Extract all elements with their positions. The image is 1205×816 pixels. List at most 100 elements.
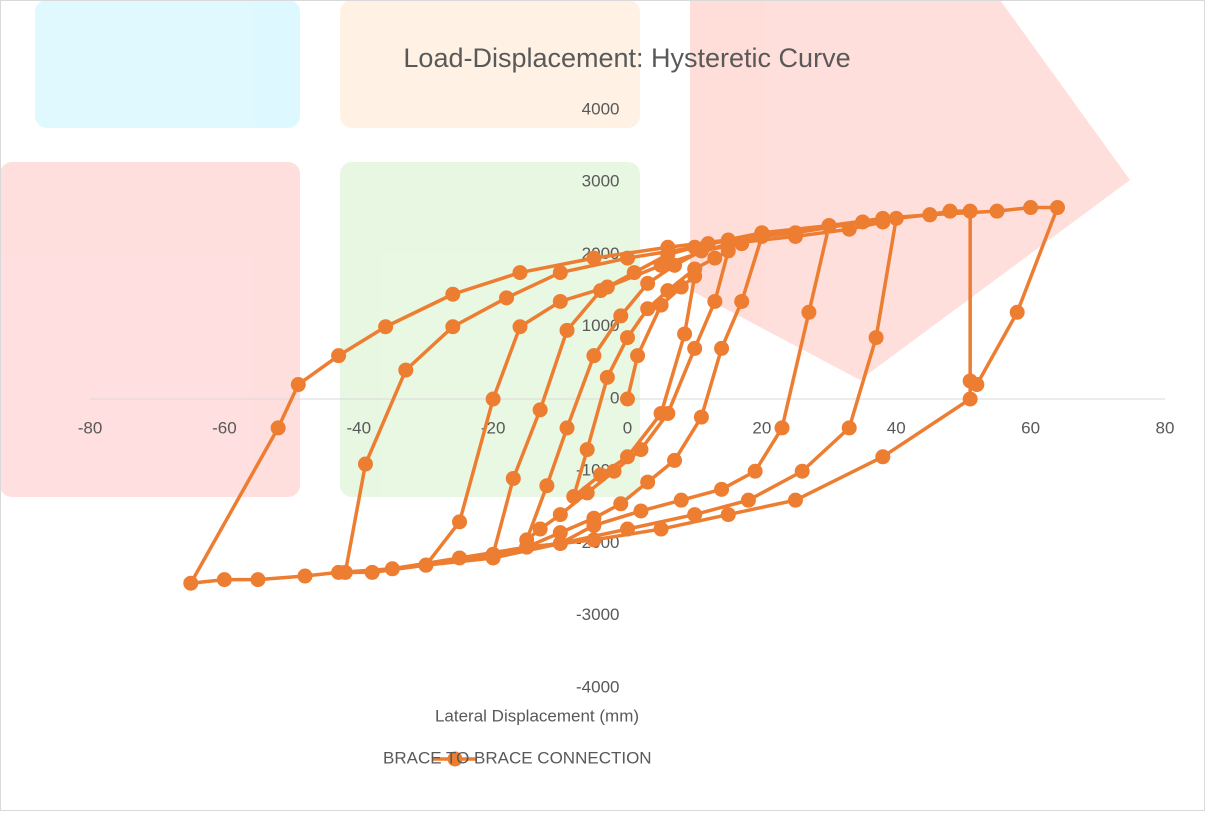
x-axis-title: Lateral Displacement (mm) [435, 706, 639, 725]
data-point [707, 293, 723, 309]
data-point [620, 449, 635, 465]
x-tick-label: -60 [212, 418, 237, 437]
data-point [599, 279, 615, 295]
data-point [331, 564, 347, 580]
legend-marker [447, 751, 463, 767]
x-tick-label: -80 [78, 418, 103, 437]
data-point [566, 489, 582, 505]
data-point [290, 377, 306, 393]
data-point [539, 478, 555, 494]
data-point [445, 319, 461, 335]
data-point [774, 420, 790, 436]
data-point [552, 536, 568, 551]
data-point [519, 539, 535, 555]
data-point [962, 391, 978, 407]
data-point [677, 326, 693, 342]
y-tick-label: 4000 [582, 99, 620, 118]
data-point [505, 470, 521, 486]
data-point [660, 239, 676, 255]
data-point [875, 210, 891, 226]
data-point [552, 507, 568, 523]
data-point [364, 564, 380, 580]
data-point [1050, 200, 1065, 216]
data-point [512, 319, 528, 335]
data-point [667, 452, 683, 468]
data-point [579, 485, 595, 501]
data-point [485, 546, 501, 562]
data-point [445, 286, 461, 302]
data-point [747, 463, 763, 479]
data-point [485, 391, 501, 407]
data-point [270, 420, 286, 436]
data-point [378, 319, 394, 335]
data-point [962, 203, 978, 219]
data-point [357, 456, 373, 472]
data-point [297, 568, 313, 584]
data-point [452, 514, 468, 530]
data-point [532, 402, 548, 418]
data-point [640, 474, 656, 490]
data-point [586, 532, 602, 548]
data-point [673, 279, 689, 295]
data-point [620, 250, 635, 266]
chart-title: Load-Displacement: Hysteretic Curve [403, 43, 850, 73]
data-point [586, 348, 602, 364]
data-point [630, 348, 646, 364]
data-point [969, 377, 985, 393]
data-point [552, 293, 568, 309]
data-point [687, 261, 703, 277]
data-point [653, 521, 669, 537]
data-point [922, 207, 938, 223]
data-point [626, 265, 642, 281]
watermark [0, 0, 1130, 497]
data-point [640, 301, 656, 317]
data-point [183, 575, 199, 591]
data-point [989, 203, 1005, 219]
data-point [586, 517, 602, 533]
data-point [1023, 200, 1039, 216]
data-point [599, 369, 615, 385]
data-point [787, 492, 803, 508]
data-point [855, 214, 871, 230]
data-point [579, 442, 595, 458]
data-point [1009, 304, 1025, 320]
x-tick-label: 20 [752, 418, 771, 437]
x-tick-label: -40 [346, 418, 371, 437]
data-point [868, 330, 884, 346]
data-point [640, 275, 656, 291]
data-point [384, 561, 400, 577]
data-point [552, 265, 568, 281]
legend-label: BRACE TO BRACE CONNECTION [383, 748, 652, 767]
data-point [734, 293, 750, 309]
watermark-tile [340, 162, 640, 497]
data-point [593, 467, 609, 483]
data-point [794, 463, 810, 479]
watermark-shape [690, 0, 1130, 380]
data-point [216, 572, 232, 588]
data-point [620, 330, 635, 346]
data-point [687, 340, 703, 356]
data-point [841, 221, 857, 237]
watermark-tile [35, 0, 300, 128]
data-point [787, 225, 803, 241]
data-point [559, 420, 575, 436]
x-tick-label: 60 [1021, 418, 1040, 437]
data-point [559, 322, 575, 338]
x-tick-label: 80 [1156, 418, 1175, 437]
data-point [707, 250, 723, 266]
data-point [653, 257, 669, 273]
data-point [418, 557, 434, 573]
data-point [660, 283, 676, 299]
data-point [620, 521, 635, 537]
y-tick-label: -3000 [576, 605, 619, 624]
data-point [875, 449, 891, 465]
data-point [821, 218, 837, 234]
data-point [532, 521, 548, 537]
data-point [687, 507, 703, 523]
data-point [512, 265, 528, 281]
data-point [720, 232, 736, 248]
data-point [606, 463, 622, 479]
x-tick-label: 0 [623, 418, 632, 437]
data-point [653, 297, 669, 313]
data-point [720, 507, 736, 523]
